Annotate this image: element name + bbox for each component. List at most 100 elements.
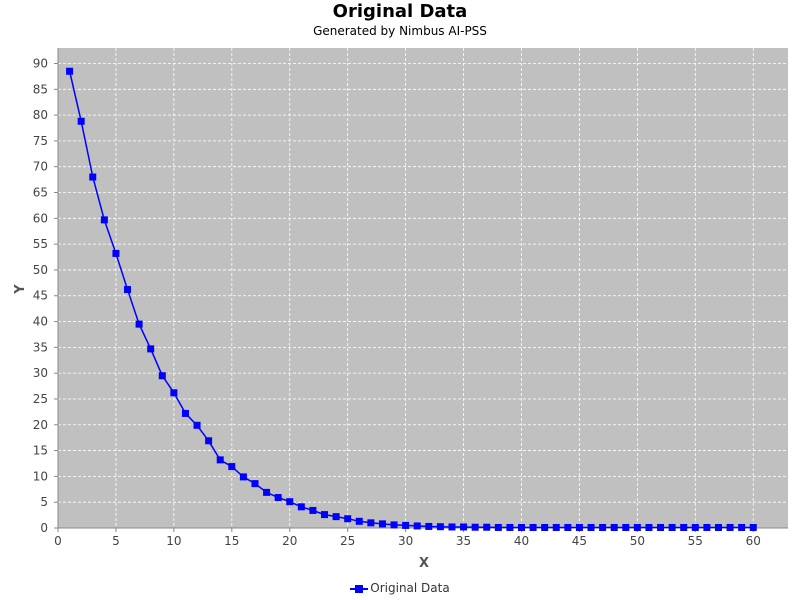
y-tick-label: 20 (33, 418, 48, 432)
x-tick-label: 40 (514, 534, 529, 548)
y-tick-label: 65 (33, 186, 48, 200)
data-point (332, 513, 340, 521)
data-point (494, 523, 502, 531)
data-point (680, 523, 688, 531)
data-point (112, 249, 120, 257)
data-point (402, 521, 410, 529)
y-tick-label: 35 (33, 340, 48, 354)
data-point (193, 421, 201, 429)
data-point (355, 517, 363, 525)
data-point (703, 523, 711, 531)
tick-labels: 0 5 10 15 20 25 30 35 40 45 50 55 60 0 5 10 15 20 25 30 35 40… (33, 56, 761, 548)
data-point (390, 521, 398, 529)
x-axis-label: X (419, 556, 429, 571)
data-point (645, 523, 653, 531)
data-point (147, 345, 155, 353)
y-tick-label: 0 (40, 521, 48, 535)
data-point (158, 372, 166, 380)
data-point (251, 480, 259, 488)
chart-subtitle: Generated by Nimbus AI-PSS (313, 24, 487, 38)
data-point (239, 473, 247, 481)
y-tick-label: 70 (33, 160, 48, 174)
x-tick-label: 20 (282, 534, 297, 548)
data-point (297, 503, 305, 511)
data-point (691, 523, 699, 531)
data-point (413, 522, 421, 530)
data-point (66, 67, 74, 75)
x-tick-label: 0 (54, 534, 62, 548)
data-point (483, 523, 491, 531)
y-tick-label: 60 (33, 211, 48, 225)
y-tick-label: 85 (33, 82, 48, 96)
y-tick-label: 80 (33, 108, 48, 122)
series-layer (66, 67, 757, 531)
data-point (89, 173, 97, 181)
data-point (286, 498, 294, 506)
data-point (668, 523, 676, 531)
data-point (170, 389, 178, 397)
x-tick-label: 10 (166, 534, 181, 548)
data-point (749, 523, 757, 531)
legend: Original Data (0, 578, 800, 598)
data-point (657, 523, 665, 531)
data-point (738, 523, 746, 531)
data-point (344, 515, 352, 523)
data-point (77, 117, 85, 125)
data-point (529, 523, 537, 531)
x-tick-label: 25 (340, 534, 355, 548)
y-tick-label: 15 (33, 444, 48, 458)
data-point (309, 506, 317, 514)
data-point (274, 494, 282, 502)
x-tick-label: 15 (224, 534, 239, 548)
data-point (124, 286, 132, 294)
x-tick-label: 35 (456, 534, 471, 548)
x-tick-label: 60 (746, 534, 761, 548)
data-point (564, 523, 572, 531)
data-point (181, 409, 189, 417)
data-point (622, 523, 630, 531)
data-point (367, 519, 375, 527)
data-point (135, 320, 143, 328)
data-point (599, 523, 607, 531)
y-axis-label: Y (13, 284, 28, 295)
x-tick-label: 55 (688, 534, 703, 548)
data-point (460, 523, 468, 531)
data-point (378, 520, 386, 528)
data-point (228, 463, 236, 471)
x-tick-label: 50 (630, 534, 645, 548)
data-point (321, 511, 329, 519)
y-tick-label: 10 (33, 469, 48, 483)
data-point (263, 488, 271, 496)
y-tick-label: 30 (33, 366, 48, 380)
data-point (541, 523, 549, 531)
data-point (506, 523, 514, 531)
x-tick-label: 45 (572, 534, 587, 548)
data-point (100, 216, 108, 224)
y-tick-label: 40 (33, 315, 48, 329)
data-point (471, 523, 479, 531)
data-point (633, 523, 641, 531)
data-point (216, 456, 224, 464)
data-point (436, 523, 444, 531)
data-point (610, 523, 618, 531)
data-point (425, 522, 433, 530)
data-point (575, 523, 583, 531)
plot-area (58, 48, 788, 528)
y-tick-label: 25 (33, 392, 48, 406)
data-point (448, 523, 456, 531)
x-tick-label: 30 (398, 534, 413, 548)
chart-title: Original Data (332, 1, 468, 22)
legend-swatch (350, 584, 369, 594)
y-tick-label: 45 (33, 289, 48, 303)
y-tick-label: 90 (33, 56, 48, 70)
y-tick-label: 50 (33, 263, 48, 277)
data-point (714, 523, 722, 531)
data-point (726, 523, 734, 531)
x-tick-label: 5 (112, 534, 120, 548)
y-tick-label: 55 (33, 237, 48, 251)
legend-label: Original Data (370, 581, 450, 595)
data-point (517, 523, 525, 531)
data-point (205, 437, 213, 445)
grid-lines (57, 48, 788, 529)
